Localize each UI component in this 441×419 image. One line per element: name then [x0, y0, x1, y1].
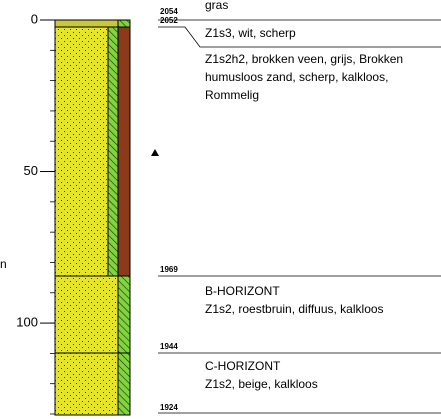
layer-text: Z1s2, roestbruin, diffuus, kalkloos: [205, 302, 384, 316]
layer-lines: [158, 19, 441, 414]
column: [54, 19, 131, 416]
layer-text: Z1s2, beige, kalkloos: [205, 377, 318, 391]
axis-label: n: [0, 257, 7, 271]
tick-label: 50: [24, 163, 38, 178]
layer-text: Z1s2h2, brokken veen, grijs, Brokken: [205, 52, 403, 66]
marker: [151, 149, 159, 156]
level-label: 1944: [160, 342, 178, 351]
layer-text: B-HORIZONT: [205, 284, 280, 298]
tick-label: 100: [16, 315, 38, 330]
layer-text: Z1s3, wit, scherp: [205, 26, 296, 40]
level-label: 2052: [160, 16, 178, 25]
layer-text: gras: [205, 0, 228, 12]
level-label: 1924: [160, 403, 178, 412]
level-label: 2054: [160, 7, 178, 16]
layer-text: humusloos zand, scherp, kalkloos,: [205, 70, 388, 84]
layer-text: Rommelig: [205, 88, 259, 102]
tick-label: 0: [31, 11, 38, 26]
layer-text: C-HORIZONT: [205, 359, 281, 373]
level-label: 1969: [160, 265, 178, 274]
